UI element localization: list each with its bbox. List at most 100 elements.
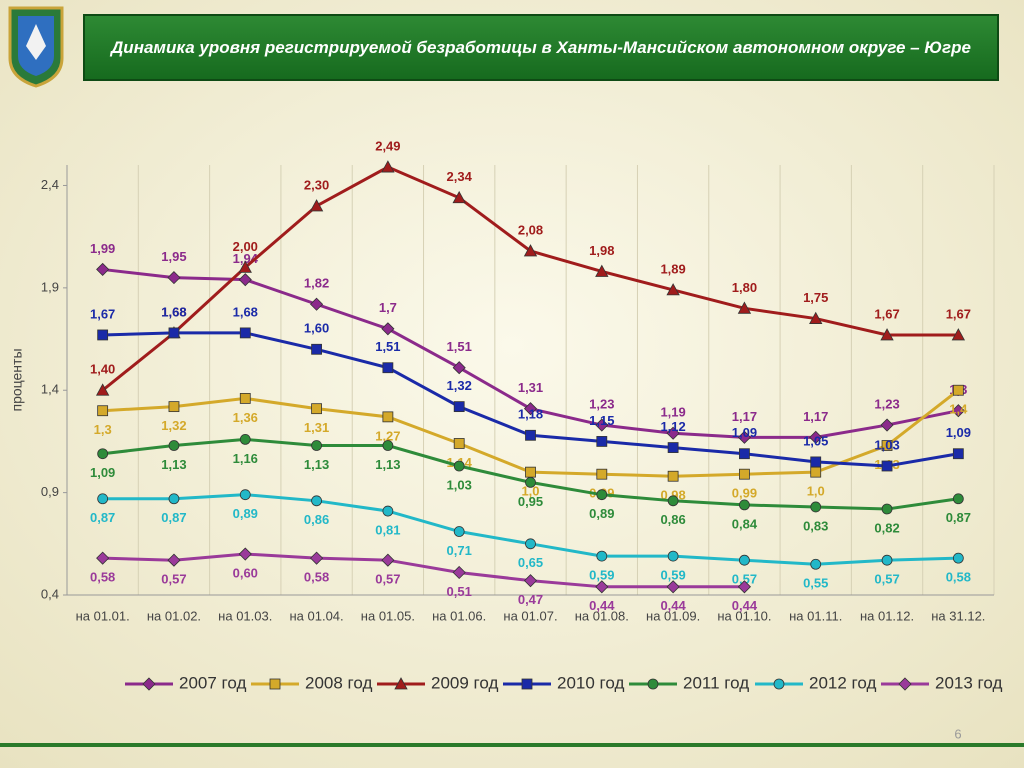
series-line [102, 552, 745, 589]
data-label: 0,89 [233, 506, 258, 521]
marker [168, 327, 180, 339]
marker [880, 328, 894, 341]
data-label: 0,57 [161, 572, 186, 587]
data-label: 1,67 [946, 306, 971, 321]
marker [97, 329, 109, 341]
marker [881, 503, 893, 515]
data-label: 0,57 [874, 572, 899, 587]
data-label: 1,13 [161, 457, 186, 472]
page-number: 6 [954, 726, 961, 741]
marker [880, 418, 894, 432]
marker [394, 677, 408, 690]
marker [142, 677, 156, 691]
marker [810, 456, 822, 468]
data-label: 1,99 [90, 241, 115, 256]
marker [167, 553, 181, 567]
plot: 0,4 0,9 1,4 1,9 2,4 на 01.01. на 01.02. на 01.0… [41, 138, 1003, 692]
data-label: 1,67 [90, 306, 115, 321]
marker [810, 466, 822, 478]
marker [311, 403, 322, 415]
marker [453, 460, 465, 472]
legend-label: 2011 год [683, 673, 749, 692]
marker [667, 442, 679, 453]
y-tick-label: 1,4 [41, 382, 59, 397]
marker [739, 499, 750, 511]
data-label: 1,89 [660, 261, 685, 276]
marker [381, 160, 395, 173]
marker [96, 262, 110, 276]
marker [737, 430, 751, 444]
legend-label: 2013 год [935, 673, 1002, 692]
data-label: 2,30 [304, 177, 329, 192]
x-tick-label: на 01.08. [575, 608, 629, 623]
data-label: 1,68 [161, 304, 186, 319]
marker [666, 283, 680, 296]
data-label: 1,31 [518, 380, 543, 395]
data-label: 1,40 [90, 362, 115, 377]
y-tick-label: 2,4 [41, 177, 59, 192]
marker [952, 552, 964, 564]
marker [737, 301, 752, 314]
data-label: 1,09 [946, 425, 971, 440]
data-label: 0,51 [447, 584, 472, 599]
marker [881, 460, 893, 472]
marker [647, 678, 659, 690]
data-label: 1,82 [304, 276, 329, 291]
marker [309, 199, 324, 212]
marker [666, 580, 680, 594]
data-label: 1,60 [304, 321, 329, 336]
marker [952, 493, 964, 505]
data-label: 1,17 [732, 409, 757, 424]
marker [809, 430, 823, 444]
data-label: 1,75 [803, 290, 828, 305]
marker [737, 580, 751, 594]
data-label: 1,51 [375, 339, 400, 354]
marker [525, 429, 536, 441]
data-label: 1,12 [660, 419, 685, 434]
data-label: 1,23 [874, 396, 899, 411]
marker [881, 440, 893, 451]
x-tick-label: на 01.03. [218, 608, 272, 623]
data-label: 1,19 [660, 405, 685, 420]
data-label: 1,23 [589, 396, 614, 411]
marker [381, 553, 395, 567]
marker [452, 190, 466, 204]
marker [239, 327, 251, 339]
marker [382, 505, 394, 517]
data-label: 0,44 [660, 598, 686, 613]
data-label: 2,49 [375, 138, 400, 153]
marker [97, 448, 109, 460]
data-label: 1,7 [379, 300, 397, 315]
marker [525, 476, 536, 488]
data-label: 0,81 [375, 522, 400, 537]
data-label: 1,36 [233, 410, 258, 425]
data-label: 0,44 [732, 598, 758, 613]
marker [667, 470, 679, 482]
marker [168, 440, 180, 451]
data-label: 1,13 [304, 457, 329, 472]
data-label: 0,89 [589, 506, 614, 521]
x-tick-label: на 01.07. [503, 608, 557, 623]
marker [521, 678, 533, 690]
data-label: 0,58 [304, 570, 329, 585]
marker [525, 538, 536, 550]
marker [238, 273, 252, 287]
data-label: 0,82 [874, 520, 899, 535]
data-label: 2,00 [233, 239, 258, 254]
data-label: 0,60 [233, 565, 258, 580]
data-label: 0,59 [589, 568, 614, 583]
data-label: 1,13 [375, 457, 400, 472]
data-label: 1,03 [874, 437, 899, 452]
data-label: 1,68 [161, 304, 186, 319]
marker [739, 554, 750, 566]
data-label: 0,59 [660, 568, 685, 583]
data-label: 1,67 [874, 306, 899, 321]
marker [595, 264, 609, 277]
marker [310, 297, 324, 311]
marker [667, 495, 679, 507]
data-label: 1,51 [447, 339, 472, 354]
x-tick-label: на 01.12. [860, 608, 914, 623]
marker [311, 343, 322, 355]
